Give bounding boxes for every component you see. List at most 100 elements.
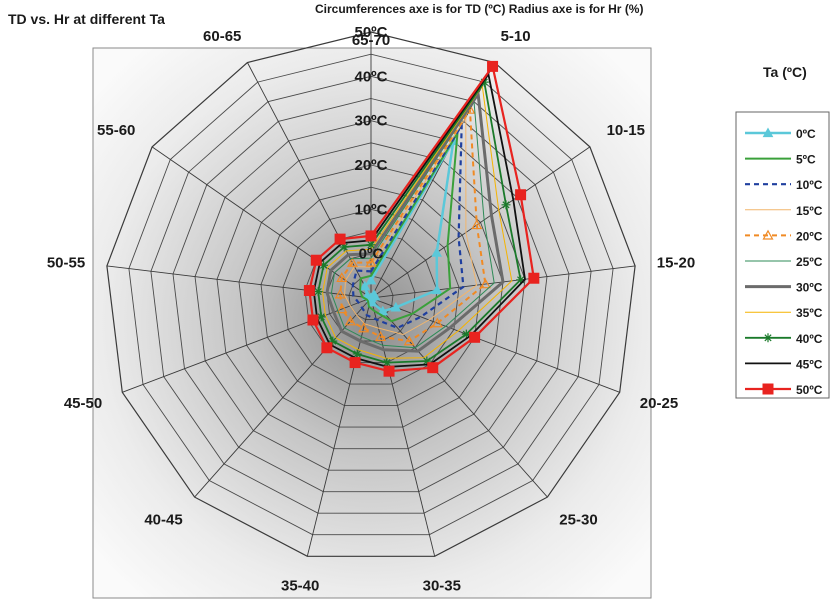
data-point — [469, 331, 481, 343]
grid-ring — [150, 75, 592, 514]
data-point — [349, 357, 361, 369]
category-label: 45-50 — [64, 395, 102, 412]
legend-title: Ta (ºC) — [763, 64, 807, 80]
legend-label: 0ºC — [796, 127, 816, 141]
legend-label: 25ºC — [796, 255, 823, 269]
data-point — [471, 219, 483, 230]
category-label: 15-20 — [657, 254, 695, 271]
data-point — [336, 272, 348, 283]
category-label: 40-45 — [144, 512, 182, 529]
legend-item: 35ºC — [745, 306, 823, 320]
series-line — [344, 116, 478, 335]
series-line — [322, 85, 513, 359]
legend-item: 40ºC — [745, 332, 823, 346]
data-point — [316, 312, 326, 322]
grid-ring — [260, 186, 482, 407]
legend-label: 50ºC — [796, 383, 823, 397]
data-point — [431, 247, 443, 257]
series-50c — [303, 60, 540, 377]
category-label: 25-30 — [559, 512, 597, 529]
chart-title: TD vs. Hr at different Ta — [8, 11, 165, 27]
category-label: 55-60 — [97, 122, 135, 139]
data-point — [365, 256, 377, 267]
legend-item: 15ºC — [745, 204, 823, 218]
grid-ring — [172, 98, 570, 493]
data-point — [461, 329, 471, 339]
legend-label: 30ºC — [796, 281, 823, 295]
series-25c — [330, 101, 495, 349]
spoke-line — [122, 297, 372, 393]
data-point — [334, 288, 346, 299]
legend-label: 40ºC — [796, 332, 823, 346]
legend-box — [735, 111, 830, 399]
data-point — [328, 336, 338, 346]
data-point — [346, 256, 358, 267]
data-point — [366, 240, 376, 250]
data-point — [390, 301, 402, 312]
series-30c — [325, 92, 505, 353]
series-45c — [312, 73, 526, 368]
radial-tick-label: 20ºC — [355, 157, 388, 174]
data-point — [762, 229, 774, 240]
category-label: 20-25 — [640, 395, 678, 412]
legend-item: 5ºC — [745, 153, 816, 167]
legend-item: 50ºC — [745, 383, 823, 397]
data-point — [528, 272, 540, 284]
data-point — [303, 285, 315, 297]
legend-label: 10ºC — [796, 178, 823, 192]
data-point — [501, 200, 511, 210]
data-point — [344, 315, 356, 326]
spoke-line — [370, 146, 591, 299]
grid-ring — [238, 164, 504, 428]
data-point — [336, 303, 348, 314]
legend-item: 45ºC — [745, 357, 823, 371]
radial-tick-label: 40ºC — [355, 68, 388, 85]
series-line — [312, 73, 526, 368]
series-35c — [322, 85, 513, 359]
data-point — [365, 230, 377, 242]
legend-item: 20ºC — [745, 229, 823, 243]
grid-ring — [216, 142, 526, 450]
category-label: 10-15 — [607, 122, 645, 139]
plot-area — [92, 47, 652, 599]
series-10c — [351, 124, 465, 329]
legend-label: 35ºC — [796, 306, 823, 320]
series-15c — [344, 116, 478, 335]
legend-item: 10ºC — [745, 178, 823, 192]
grid-ring — [194, 120, 548, 471]
series-0c — [359, 135, 459, 316]
data-point — [422, 356, 432, 366]
series-line — [339, 108, 487, 343]
data-point — [313, 287, 323, 297]
data-point — [321, 342, 333, 354]
category-label: 5-10 — [501, 28, 531, 45]
data-point — [352, 349, 362, 359]
data-point — [319, 260, 329, 270]
legend-label: 20ºC — [796, 229, 823, 243]
data-point — [427, 362, 439, 374]
category-label: 60-65 — [203, 28, 241, 45]
series-20c — [334, 103, 491, 346]
data-point — [310, 254, 322, 266]
data-point — [358, 322, 370, 333]
data-point — [375, 331, 387, 341]
legend-item: 30ºC — [745, 281, 823, 295]
data-point — [487, 60, 499, 72]
data-point — [762, 383, 774, 395]
data-point — [307, 314, 319, 326]
data-point — [515, 189, 527, 201]
series-line — [317, 81, 522, 364]
data-point — [382, 358, 392, 368]
series-line — [325, 92, 505, 353]
legend-item: 25ºC — [745, 255, 823, 269]
spoke-line — [370, 297, 548, 498]
radial-tick-label: 0ºC — [359, 246, 384, 263]
category-labels: 65-70 5-10 10-15 15-20 20-25 25-30 30-35 35-40 4… — [47, 28, 695, 595]
category-label: 35-40 — [281, 577, 319, 594]
grid-ring — [128, 53, 614, 536]
data-point — [516, 275, 526, 285]
grid-ring — [106, 31, 636, 557]
data-point — [479, 77, 489, 87]
data-point — [365, 274, 377, 285]
